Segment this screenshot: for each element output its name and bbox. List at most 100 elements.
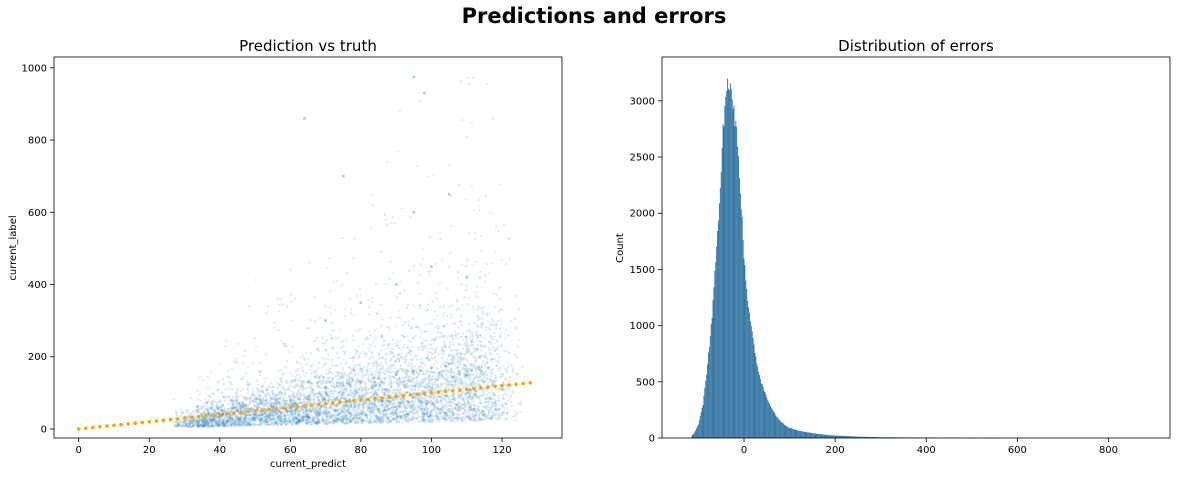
scatter-dot [419,404,423,407]
scatter-dot [237,418,240,421]
scatter-dot [475,374,478,377]
scatter-dot [243,354,246,358]
scatter-dot [465,390,469,393]
scatter-dot [481,359,485,363]
scatter-dot [486,415,489,418]
scatter-dot [415,355,418,358]
scatter-dot [486,314,489,317]
scatter-dot [369,380,372,383]
scatter-dot [360,369,363,373]
scatter-dot [459,370,462,373]
scatter-dot [197,423,200,427]
scatter-dot [265,403,268,406]
scatter-dot [465,340,469,344]
scatter-dot [496,229,500,233]
scatter-dot [405,382,408,386]
scatter-dot [209,418,212,422]
scatter-dot [475,333,478,336]
scatter-dot [509,401,513,404]
scatter-dot [206,375,209,379]
scatter-dot [236,407,239,410]
scatter-dot [507,236,511,240]
scatter-dot [497,399,500,403]
scatter-dot [420,392,424,395]
scatter-dot [357,354,361,357]
scatter-dot [253,399,256,402]
scatter-dot [272,422,276,426]
scatter-dot [490,342,493,346]
scatter-dot [381,382,384,385]
scatter-dot [218,380,221,383]
scatter-dot [364,387,367,390]
scatter-dot [477,315,480,319]
scatter-dot [365,416,368,419]
scatter-dot [433,363,436,366]
scatter-dot [278,414,281,417]
scatter-dot [356,412,359,416]
scatter-dot [249,397,253,400]
scatter-dot [419,336,423,339]
scatter-dot [377,394,380,397]
scatter-dot [401,410,405,414]
scatter-dot [484,369,487,373]
scatter-dot [218,399,222,402]
scatter-dot [210,404,214,407]
scatter-dot [482,414,485,418]
scatter-dot [330,415,333,418]
scatter-dot [239,416,242,419]
scatter-dot [328,256,331,260]
scatter-dot [263,395,266,398]
scatter-dot [424,345,428,348]
scatter-dot [231,419,235,422]
scatter-dot [244,413,247,417]
scatter-dot [477,198,481,201]
scatter-dot [434,351,437,354]
scatter-dot [354,419,357,423]
scatter-dot [210,406,213,410]
scatter-dot [396,388,399,392]
scatter-dot [469,345,472,348]
scatter-dot [277,328,280,332]
scatter-dot [267,415,270,418]
scatter-dot [308,416,311,419]
scatter-dot [212,418,215,422]
scatter-dot [427,175,430,178]
scatter-dot [442,345,445,349]
scatter-dot [284,405,288,409]
scatter-dot [454,388,457,391]
scatter-dot [335,384,338,388]
scatter-dot [200,414,204,417]
scatter-dot [234,402,237,406]
scatter-dot [324,422,327,425]
scatter-dot [294,421,298,424]
scatter-dot [385,411,388,415]
scatter-dot [438,408,441,412]
scatter-dot [484,261,488,264]
scatter-dot [357,344,360,348]
scatter-dot [230,405,233,408]
scatter-point-25 [447,192,451,196]
scatter-dot [332,398,335,402]
scatter-dot [277,416,280,420]
scatter-dot [319,405,323,409]
scatter-dot [232,399,235,403]
scatter-dot [317,347,320,351]
scatter-dot [451,337,455,340]
scatter-dot [262,391,265,394]
scatter-dot [467,401,470,405]
scatter-dot [348,356,352,360]
scatter-dot [363,352,366,355]
scatter-dot [475,394,478,397]
scatter-dot [444,411,447,414]
scatter-dot [234,422,238,426]
scatter-dot [308,326,311,330]
scatter-dot [473,376,476,379]
scatter-dot [429,369,432,373]
scatter-dot [226,419,229,423]
scatter-dot [339,412,342,415]
scatter-dot [196,398,200,401]
scatter-dot [498,308,502,312]
scatter-dot [413,354,417,357]
scatter-dot [367,388,371,391]
scatter-dot [263,381,266,384]
